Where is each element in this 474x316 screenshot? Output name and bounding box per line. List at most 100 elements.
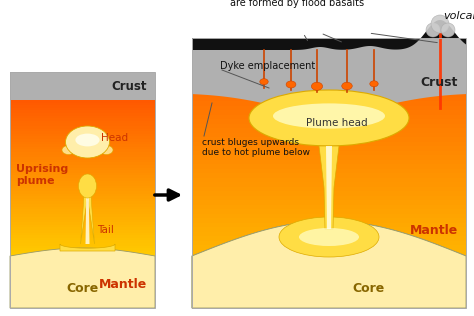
Bar — [192, 178, 466, 183]
Text: Crust: Crust — [420, 76, 458, 89]
Bar — [10, 228, 155, 230]
Bar — [192, 258, 466, 264]
Bar — [10, 129, 155, 132]
Bar — [192, 124, 466, 129]
Text: Head: Head — [101, 133, 128, 143]
Bar — [192, 128, 466, 133]
Text: Core: Core — [353, 282, 385, 295]
Bar — [192, 42, 466, 47]
Text: Tail: Tail — [98, 225, 114, 235]
Polygon shape — [326, 146, 332, 229]
Polygon shape — [60, 244, 115, 251]
Bar — [192, 276, 466, 282]
Bar — [10, 105, 155, 108]
Bar — [10, 134, 155, 137]
Bar — [192, 132, 466, 137]
Bar — [192, 281, 466, 286]
Bar — [192, 240, 466, 246]
Ellipse shape — [279, 217, 379, 257]
Bar — [10, 186, 155, 189]
Bar — [192, 182, 466, 187]
Text: Plume head: Plume head — [306, 118, 368, 128]
Bar — [10, 121, 155, 124]
Bar — [10, 181, 155, 184]
Bar — [192, 218, 466, 223]
Ellipse shape — [249, 90, 409, 146]
Bar — [10, 188, 155, 191]
Bar — [192, 164, 466, 169]
Bar — [10, 214, 155, 217]
Polygon shape — [192, 38, 466, 113]
Bar — [192, 160, 466, 165]
Bar — [192, 150, 466, 155]
Bar — [10, 238, 155, 241]
Bar — [10, 201, 155, 204]
Bar — [10, 100, 155, 103]
Circle shape — [431, 15, 449, 33]
Bar — [10, 175, 155, 179]
Text: Dyke emplacement: Dyke emplacement — [220, 61, 315, 71]
Bar — [192, 263, 466, 268]
Polygon shape — [319, 146, 339, 229]
Bar — [10, 108, 155, 111]
Bar — [10, 131, 155, 134]
Ellipse shape — [62, 145, 75, 155]
Ellipse shape — [370, 81, 378, 87]
Bar — [192, 200, 466, 205]
Ellipse shape — [79, 174, 97, 198]
Bar — [10, 196, 155, 199]
Bar — [192, 227, 466, 232]
Bar — [192, 101, 466, 106]
Bar — [10, 142, 155, 145]
Bar — [192, 191, 466, 196]
Bar — [10, 147, 155, 150]
Ellipse shape — [100, 145, 113, 155]
Bar — [10, 243, 155, 246]
Ellipse shape — [342, 82, 352, 90]
Bar — [192, 146, 466, 151]
Bar — [10, 144, 155, 147]
Bar — [192, 65, 466, 70]
Bar — [10, 240, 155, 244]
Bar — [192, 96, 466, 101]
Bar — [192, 60, 466, 65]
Polygon shape — [192, 221, 466, 308]
Bar — [10, 157, 155, 160]
Bar — [192, 78, 466, 83]
Polygon shape — [192, 20, 466, 50]
Bar — [192, 142, 466, 147]
Circle shape — [426, 23, 440, 37]
Polygon shape — [10, 248, 155, 308]
Bar — [10, 110, 155, 113]
Bar — [10, 162, 155, 166]
Bar — [192, 303, 466, 308]
Bar — [10, 230, 155, 233]
Bar — [192, 232, 466, 236]
Bar — [192, 114, 466, 119]
Bar — [10, 253, 155, 257]
Bar — [192, 285, 466, 290]
Bar — [10, 126, 155, 129]
Bar — [10, 212, 155, 215]
Bar — [10, 160, 155, 163]
Text: Mantle: Mantle — [99, 277, 147, 290]
Bar — [192, 236, 466, 241]
Bar — [10, 116, 155, 119]
Bar — [10, 165, 155, 168]
Bar — [192, 250, 466, 254]
Bar — [192, 196, 466, 200]
Bar — [10, 72, 155, 308]
Bar — [192, 106, 466, 111]
Bar — [10, 178, 155, 181]
Bar — [10, 139, 155, 142]
Ellipse shape — [75, 134, 100, 146]
Ellipse shape — [273, 103, 385, 129]
Bar — [192, 74, 466, 79]
Bar — [192, 52, 466, 57]
Circle shape — [441, 23, 455, 37]
Bar — [10, 155, 155, 158]
Ellipse shape — [260, 79, 268, 85]
Bar — [10, 191, 155, 194]
Bar — [192, 299, 466, 304]
Bar — [192, 110, 466, 115]
